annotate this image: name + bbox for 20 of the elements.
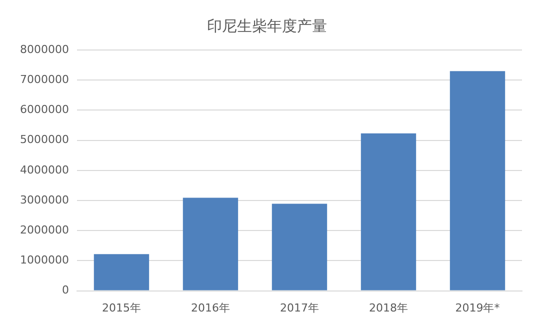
y-tick-label: 1000000 [20,254,69,267]
y-tick-label: 8000000 [20,42,69,56]
chart-title: 印尼生柴年度产量 [207,16,327,35]
x-tick-label: 2018年 [368,301,408,314]
x-tick-label: 2015年 [102,301,141,314]
y-tick-label: 0 [62,284,69,297]
bar [94,254,150,290]
y-tick-label: 6000000 [20,103,69,116]
x-tick-label: 2017年 [280,301,319,314]
x-tick-label: 2019年* [455,301,500,314]
y-tick-label: 3000000 [20,193,69,206]
y-tick-label: 2000000 [20,223,69,236]
bar [272,204,328,290]
bar [360,133,416,290]
y-tick-label: 5000000 [20,133,69,146]
y-tick-label: 7000000 [20,72,69,86]
x-tick-label: 2016年 [190,301,230,314]
bar [182,198,238,290]
y-tick-label: 4000000 [20,163,69,176]
bar [450,71,506,290]
